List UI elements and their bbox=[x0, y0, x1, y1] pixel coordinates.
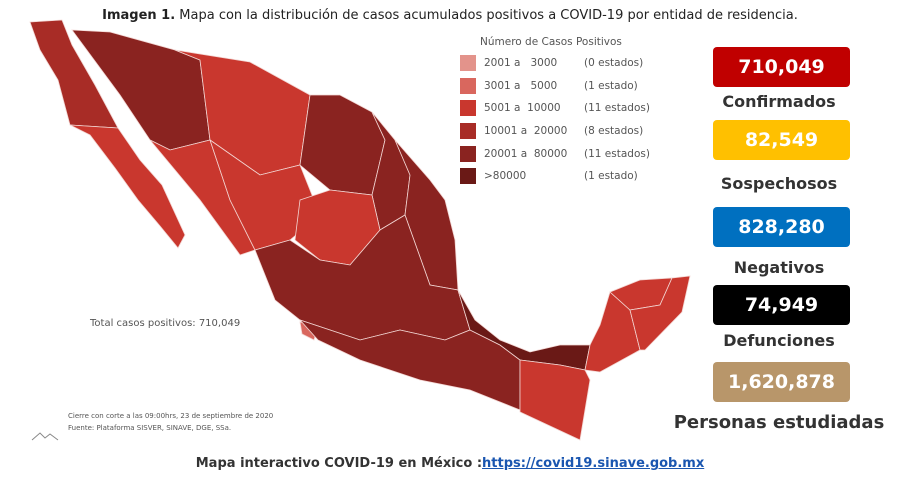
legend-swatch bbox=[460, 100, 476, 117]
stat-value: 1,620,878 bbox=[713, 362, 850, 402]
legend-rows: 2001 a 3000 (0 estados) 3001 a 5000 (1 esta… bbox=[460, 52, 650, 188]
stat-label: Negativos bbox=[733, 258, 825, 277]
legend-count: (0 estados) bbox=[584, 57, 644, 70]
legend-swatch bbox=[460, 168, 476, 185]
legend-title: Número de Casos Positivos bbox=[480, 36, 622, 48]
legend-count: (1 estado) bbox=[584, 79, 638, 92]
chiapas bbox=[519, 359, 591, 441]
logo bbox=[31, 432, 59, 441]
legend-range: >80000 bbox=[484, 170, 527, 183]
legend-swatch bbox=[460, 77, 476, 94]
stat-label: Defunciones bbox=[723, 331, 835, 350]
quintana-roo bbox=[629, 275, 691, 351]
legend-range: 3001 a 5000 bbox=[484, 79, 558, 92]
legend-swatch bbox=[460, 123, 476, 140]
footer-text: Mapa interactivo COVID-19 en México : bbox=[195, 456, 483, 471]
legend: Número de Casos Positivos 2001 a 3000 (0 … bbox=[460, 36, 650, 188]
caption-text: Mapa con la distribución de casos acumul… bbox=[179, 8, 798, 23]
legend-swatch bbox=[460, 145, 476, 162]
map-total: Total casos positivos: 710,049 bbox=[90, 318, 241, 329]
baja-california-sur bbox=[69, 124, 186, 249]
coahuila bbox=[299, 94, 386, 196]
stat-value: 74,949 bbox=[713, 285, 850, 325]
stat-value: 710,049 bbox=[713, 47, 850, 87]
legend-range: 20001 a 80000 bbox=[484, 147, 568, 160]
stat-label: Sospechosos bbox=[720, 174, 838, 193]
legend-count: (1 estado) bbox=[584, 170, 638, 183]
legend-range: 2001 a 3000 bbox=[484, 57, 558, 70]
legend-count: (8 estados) bbox=[584, 125, 644, 138]
legend-row: 2001 a 3000 (0 estados) bbox=[460, 52, 650, 75]
legend-count: (11 estados) bbox=[584, 147, 650, 160]
stat-value: 82,549 bbox=[713, 120, 850, 160]
stat-label: Confirmados bbox=[722, 92, 836, 111]
footer: Mapa interactivo COVID-19 en México :htt… bbox=[0, 456, 900, 471]
states bbox=[29, 19, 691, 441]
map-note: Fuente: Plataforma SISVER, SINAVE, DGE, … bbox=[68, 424, 232, 432]
legend-range: 5001 a 10000 bbox=[484, 102, 561, 115]
legend-row: >80000 (1 estado) bbox=[460, 165, 650, 188]
legend-swatch bbox=[460, 55, 476, 72]
legend-row: 5001 a 10000 (11 estados) bbox=[460, 97, 650, 120]
caption-label: Imagen 1. bbox=[102, 8, 176, 23]
stat-value: 828,280 bbox=[713, 207, 850, 247]
legend-row: 20001 a 80000 (11 estados) bbox=[460, 142, 650, 165]
legend-row: 10001 a 20000 (8 estados) bbox=[460, 120, 650, 143]
stat-label: Personas estudiadas bbox=[673, 412, 885, 433]
legend-count: (11 estados) bbox=[584, 102, 650, 115]
map bbox=[29, 19, 691, 441]
legend-row: 3001 a 5000 (1 estado) bbox=[460, 75, 650, 98]
caption: Imagen 1. Mapa con la distribución de ca… bbox=[0, 8, 900, 23]
map-note: Cierre con corte a las 09:00hrs, 23 de s… bbox=[68, 412, 274, 420]
legend-range: 10001 a 20000 bbox=[484, 125, 568, 138]
footer-link[interactable]: https://covid19.sinave.gob.mx bbox=[482, 456, 705, 471]
